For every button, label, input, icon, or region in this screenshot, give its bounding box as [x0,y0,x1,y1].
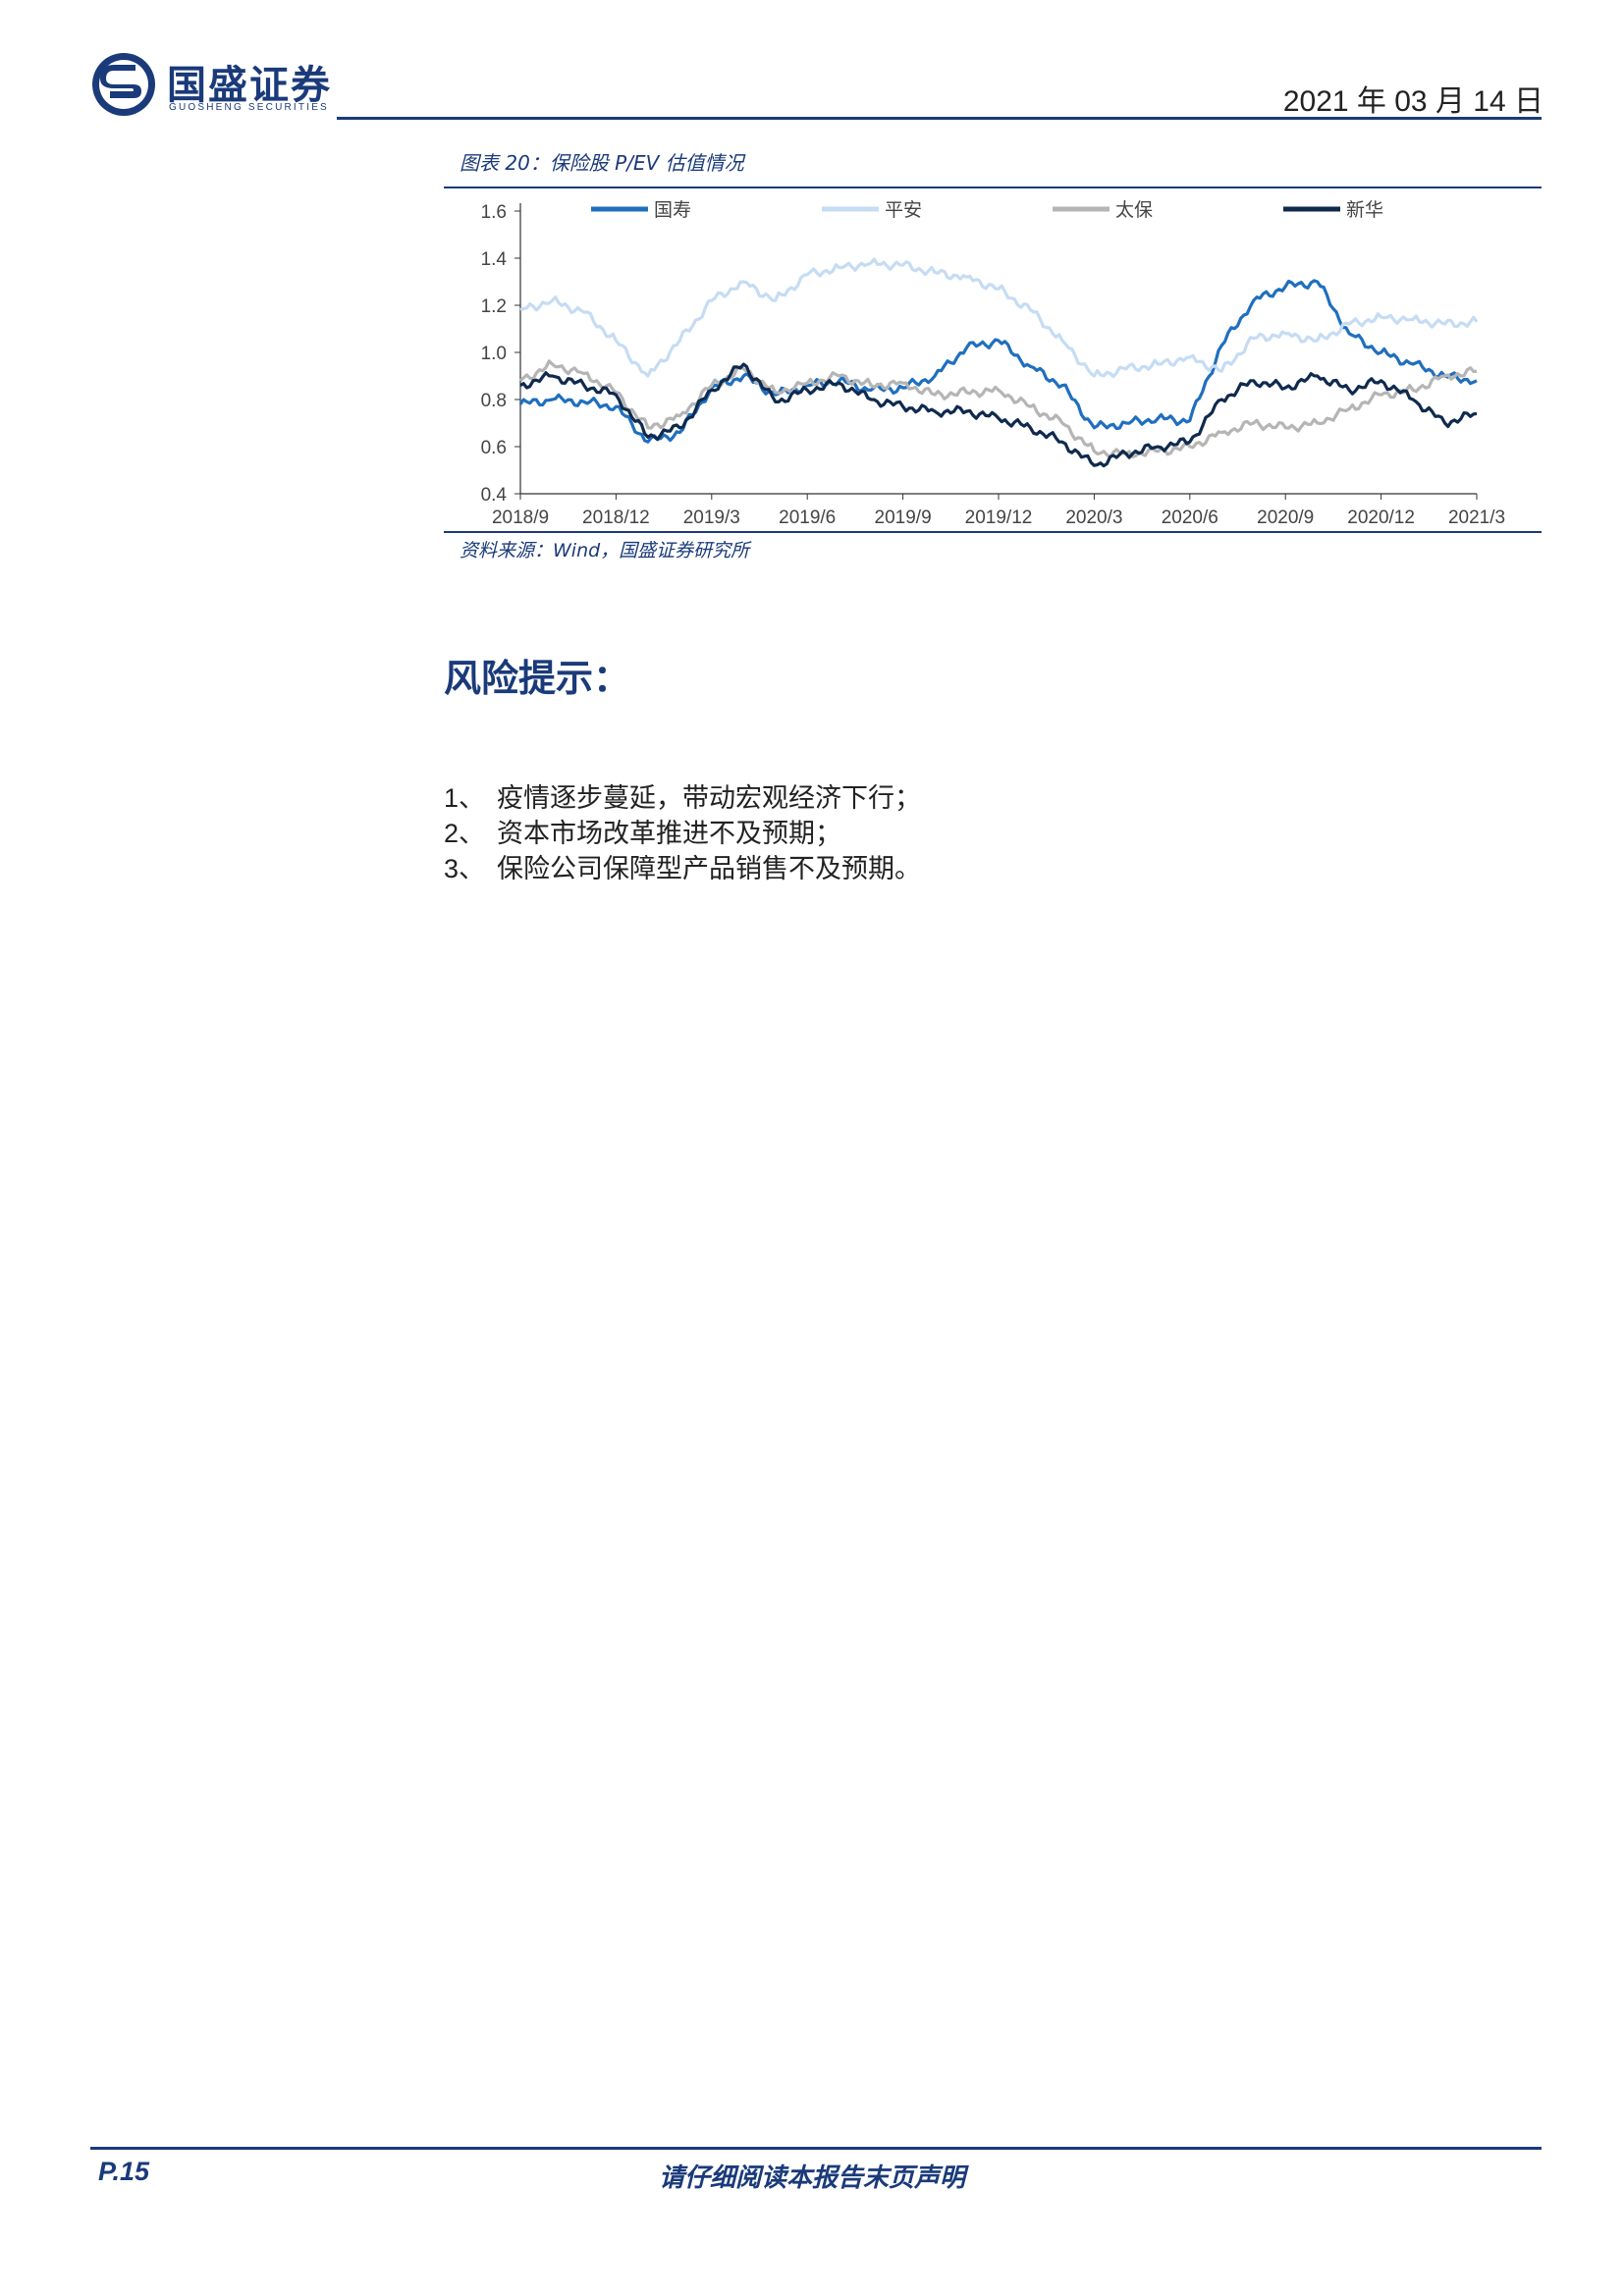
risk-item-number: 1、 [444,783,486,813]
disclaimer-note: 请仔细阅读本报告末页声明 [658,2163,965,2193]
legend-label: 平安 [885,199,922,221]
page-number: P.15 [98,2157,150,2186]
footer-divider [90,2147,1542,2150]
header-divider [337,117,1542,120]
y-tick-label: 0.8 [481,391,507,411]
risk-item-number: 3、 [444,854,486,883]
logo-mark-icon [92,53,155,116]
risk-item-text: 保险公司保障型产品销售不及预期。 [497,854,921,884]
logo-english-name: GUOSHENG SECURITIES [169,102,329,113]
figure-source: 资料来源：Wind，国盛证券研究所 [460,540,750,561]
y-tick-label: 0.6 [481,438,507,458]
series-line-2 [519,257,1479,379]
pev-line-chart: 1.6 1.4 1.2 1.0 0.8 0.6 0.4 2018/9 2018/12 2019/… [481,199,1505,528]
x-tick-label: 2018/12 [582,507,650,528]
risk-heading: 风险提示： [444,657,631,700]
risk-item: 3、 保险公司保障型产品销售不及预期。 [444,851,921,886]
legend-label: 新华 [1346,199,1383,221]
x-tick-label: 2018/9 [492,507,549,528]
series-line-3 [518,359,1478,459]
x-tick-label: 2019/3 [683,507,740,528]
report-date: 2021 年 03 月 14 日 [1282,85,1543,118]
y-tick-label: 1.6 [481,202,507,223]
risk-list: 1、 疫情逐步蔓延，带动宏观经济下行； 2、 资本市场改革推进不及预期； 3、 保险公… [444,780,921,886]
risk-item-text: 疫情逐步蔓延，带动宏观经济下行； [497,783,921,814]
y-tick-label: 1.4 [481,249,508,270]
legend-label: 太保 [1115,199,1153,221]
figure-top-rule [444,187,1542,188]
series-line-4 [519,362,1478,468]
x-tick-label: 2020/6 [1162,507,1218,528]
x-tick-label: 2020/9 [1257,507,1314,528]
x-tick-label: 2019/6 [779,507,836,528]
company-logo: 国盛证券 GUOSHENG SECURITIES [90,51,336,120]
figure-title: 图表 20：保险股 P/EV 估值情况 [460,151,744,175]
risk-item: 1、 疫情逐步蔓延，带动宏观经济下行； [444,780,921,816]
legend-label: 国寿 [654,199,691,221]
y-tick-label: 0.4 [481,485,508,506]
risk-item-text: 资本市场改革推进不及预期； [497,819,841,849]
x-tick-label: 2019/9 [875,507,932,528]
x-tick-label: 2020/3 [1065,507,1122,528]
x-tick-label: 2020/12 [1347,507,1415,528]
y-tick-label: 1.0 [481,344,507,364]
x-tick-label: 2019/12 [965,507,1033,528]
x-tick-label: 2021/3 [1448,507,1505,528]
figure-bottom-rule [444,531,1542,533]
risk-item: 2、 资本市场改革推进不及预期； [444,816,921,851]
logo-chinese-name: 国盛证券 [167,63,332,108]
y-tick-label: 1.2 [481,296,507,317]
series-line-1 [518,279,1478,444]
risk-item-number: 2、 [444,819,486,848]
